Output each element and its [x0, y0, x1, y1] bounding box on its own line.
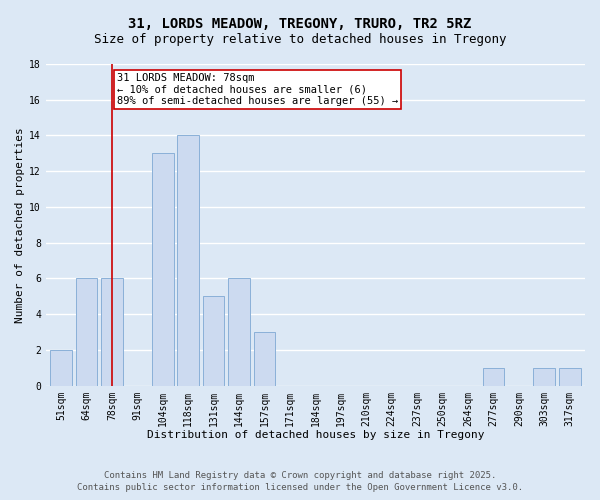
- Bar: [559, 368, 581, 386]
- Bar: [178, 136, 199, 386]
- Text: 31, LORDS MEADOW, TREGONY, TRURO, TR2 5RZ: 31, LORDS MEADOW, TREGONY, TRURO, TR2 5R…: [128, 18, 472, 32]
- Bar: [482, 368, 504, 386]
- Text: Contains public sector information licensed under the Open Government Licence v3: Contains public sector information licen…: [77, 484, 523, 492]
- Bar: [50, 350, 72, 386]
- Bar: [152, 154, 173, 386]
- Text: Contains HM Land Registry data © Crown copyright and database right 2025.: Contains HM Land Registry data © Crown c…: [104, 471, 496, 480]
- Bar: [254, 332, 275, 386]
- Y-axis label: Number of detached properties: Number of detached properties: [15, 127, 25, 322]
- Bar: [101, 278, 123, 386]
- Text: Size of property relative to detached houses in Tregony: Size of property relative to detached ho…: [94, 32, 506, 46]
- X-axis label: Distribution of detached houses by size in Tregony: Distribution of detached houses by size …: [146, 430, 484, 440]
- Bar: [228, 278, 250, 386]
- Bar: [76, 278, 97, 386]
- Bar: [203, 296, 224, 386]
- Bar: [533, 368, 555, 386]
- Text: 31 LORDS MEADOW: 78sqm
← 10% of detached houses are smaller (6)
89% of semi-deta: 31 LORDS MEADOW: 78sqm ← 10% of detached…: [117, 73, 398, 106]
